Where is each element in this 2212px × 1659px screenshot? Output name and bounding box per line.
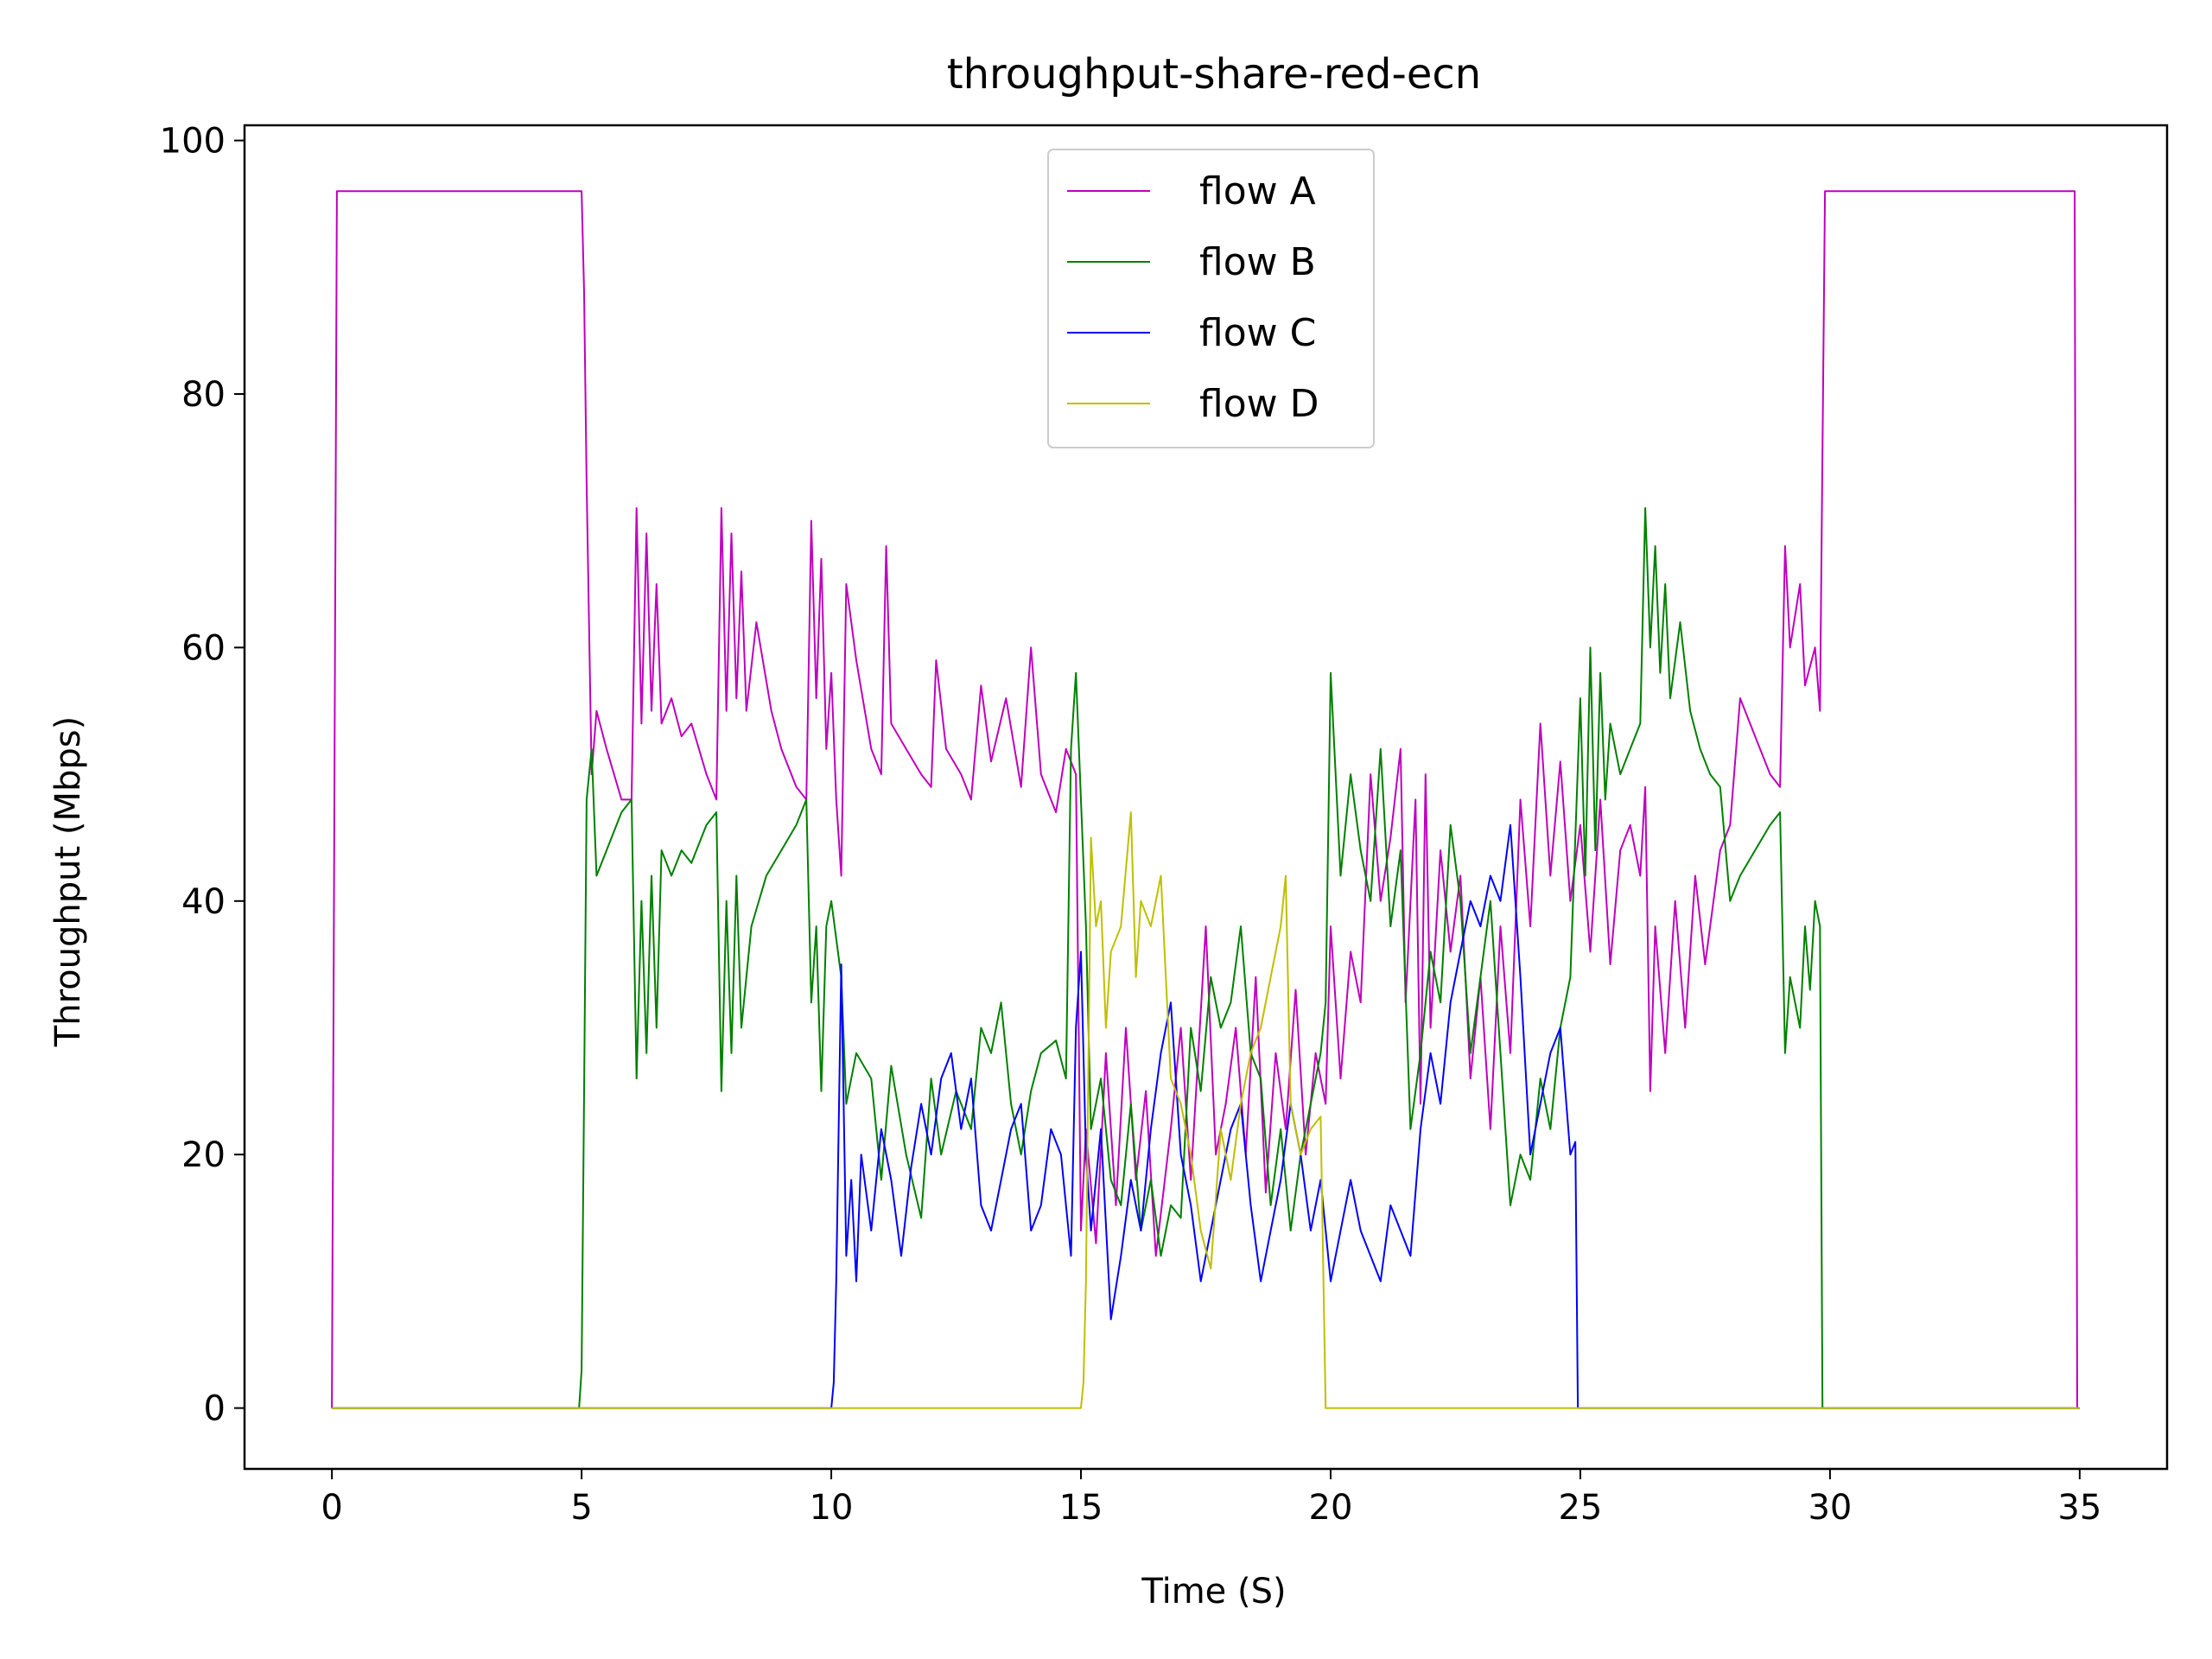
x-tick-label: 10 bbox=[810, 1488, 854, 1528]
legend: flow A flow B flow C flow D bbox=[1047, 149, 1375, 448]
series-line-flow-a bbox=[331, 190, 2080, 1409]
legend-label: flow C bbox=[1199, 311, 1316, 355]
y-tick-label: 20 bbox=[181, 1135, 226, 1175]
plot-frame bbox=[243, 124, 2169, 1471]
y-tick-label: 80 bbox=[181, 375, 226, 415]
legend-box bbox=[1047, 149, 1375, 448]
y-tick-label: 40 bbox=[181, 882, 226, 922]
x-tick-label: 25 bbox=[1558, 1488, 1602, 1528]
series-line-flow-c bbox=[332, 823, 2080, 1409]
x-tick-label: 5 bbox=[570, 1488, 592, 1528]
y-tick-label: 0 bbox=[204, 1389, 226, 1429]
series-line-flow-b bbox=[332, 507, 2080, 1409]
chart-title: throughput-share-red-ecn bbox=[947, 50, 1481, 99]
x-tick-label: 35 bbox=[2057, 1488, 2101, 1528]
legend-label: flow B bbox=[1199, 240, 1316, 284]
x-axis-label: Time (S) bbox=[1141, 1572, 1286, 1611]
y-tick-label: 100 bbox=[160, 122, 226, 162]
x-tick-label: 30 bbox=[1808, 1488, 1852, 1528]
y-axis-label: Throughput (Mbps) bbox=[48, 716, 88, 1047]
x-tick-label: 20 bbox=[1309, 1488, 1353, 1528]
legend-label: flow A bbox=[1199, 169, 1316, 213]
legend-label: flow D bbox=[1199, 382, 1319, 426]
series-line-flow-d bbox=[332, 811, 2080, 1409]
x-tick-label: 0 bbox=[321, 1488, 342, 1528]
x-tick-label: 15 bbox=[1059, 1488, 1103, 1528]
y-tick-label: 60 bbox=[181, 628, 226, 668]
